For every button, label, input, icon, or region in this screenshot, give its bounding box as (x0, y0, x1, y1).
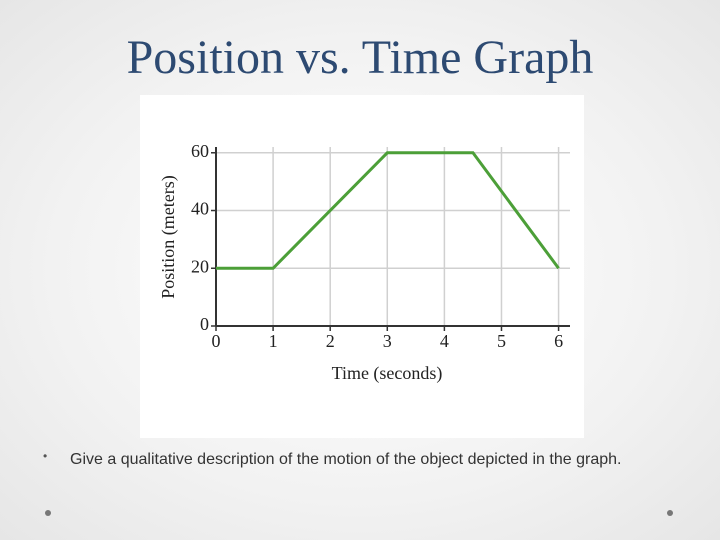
bullet-text: Give a qualitative description of the mo… (70, 451, 622, 468)
x-tick-label: 5 (497, 331, 506, 351)
x-tick-label: 4 (440, 331, 449, 351)
decor-dot (667, 510, 673, 516)
x-axis-label: Time (seconds) (332, 363, 443, 384)
x-tick-label: 6 (554, 331, 563, 351)
y-axis-label: Position (meters) (158, 175, 179, 299)
y-tick-label: 40 (191, 199, 209, 219)
slide-title: Position vs. Time Graph (126, 31, 594, 84)
x-tick-label: 0 (212, 331, 221, 351)
data-line (216, 151, 560, 270)
y-tick-label: 0 (200, 314, 209, 334)
x-tick-label: 1 (269, 331, 278, 351)
bullet-marker: • (43, 449, 48, 463)
y-tick-label: 20 (191, 256, 209, 276)
x-tick-label: 2 (326, 331, 335, 351)
y-tick-label: 60 (191, 141, 209, 161)
decor-dot (45, 510, 51, 516)
x-tick-label: 3 (383, 331, 392, 351)
